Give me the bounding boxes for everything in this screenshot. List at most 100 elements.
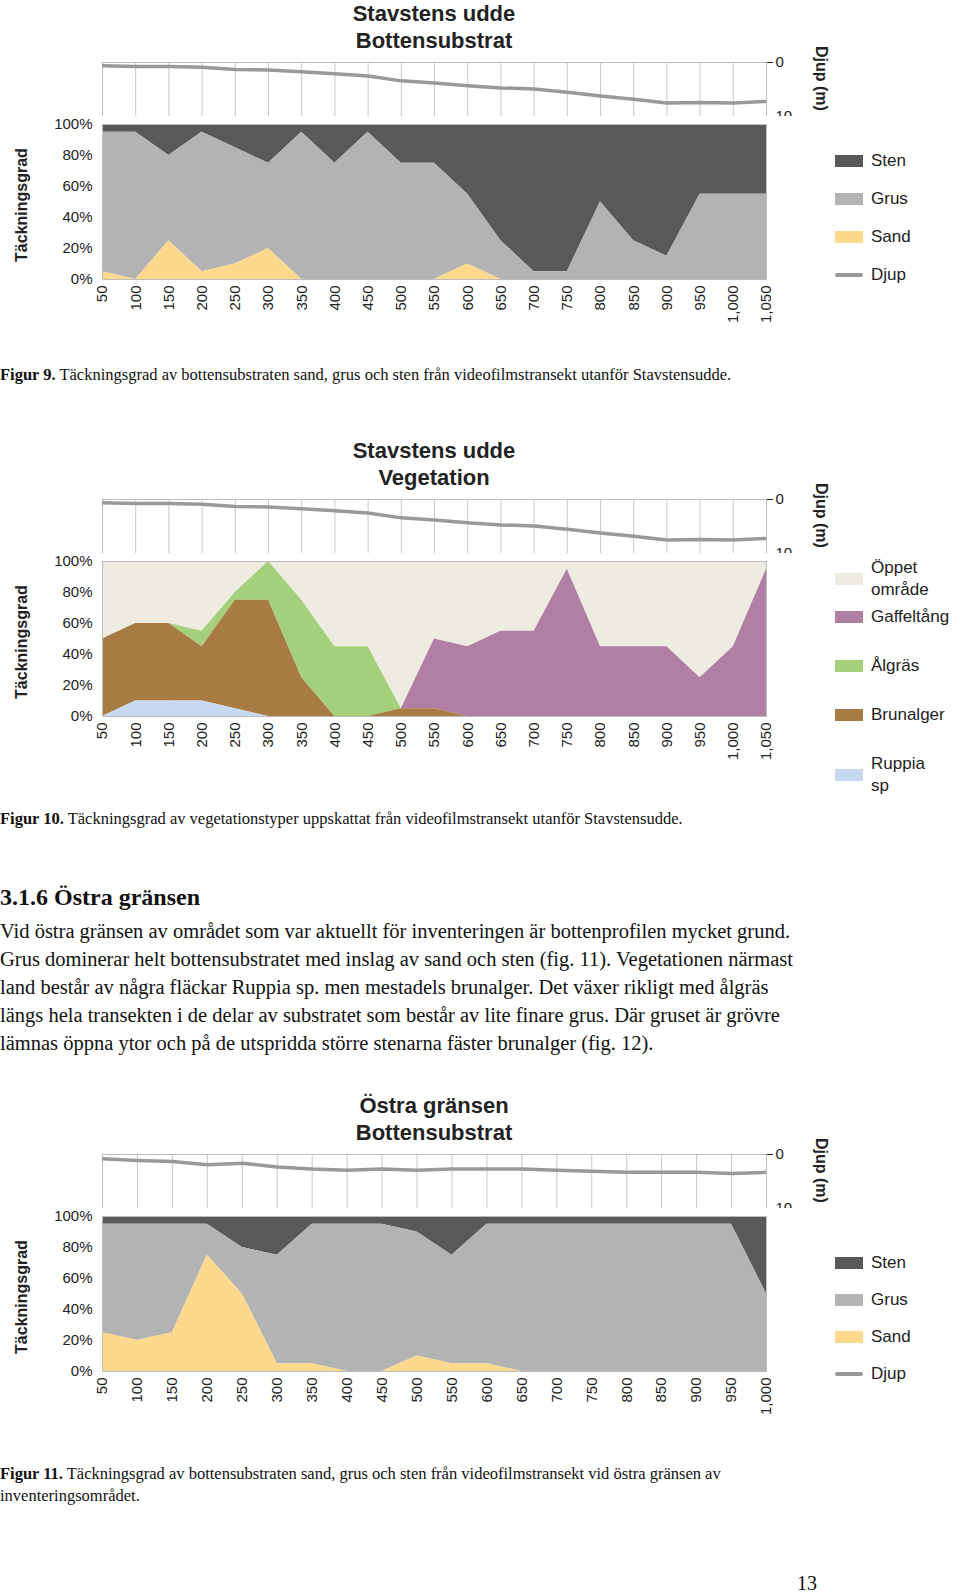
svg-text:450: 450	[359, 723, 376, 748]
svg-text:1,050: 1,050	[757, 286, 774, 324]
svg-text:400: 400	[326, 286, 343, 311]
svg-text:200: 200	[193, 286, 210, 311]
svg-text:200: 200	[193, 723, 210, 748]
html-text:Vid östra gränsen av området s: Vid östra gränsen av området som var akt…	[0, 920, 793, 1054]
svg-text:500: 500	[392, 723, 409, 748]
svg-text:750: 750	[583, 1378, 600, 1403]
svg-text:50: 50	[93, 286, 110, 303]
svg-text:100%: 100%	[54, 1208, 92, 1224]
svg-text:600: 600	[459, 286, 476, 311]
svg-text:750: 750	[558, 723, 575, 748]
svg-text:1,000: 1,000	[757, 1378, 774, 1416]
svg-text:450: 450	[373, 1378, 390, 1403]
html-text:13: 13	[797, 1572, 817, 1594]
svg-text:400: 400	[338, 1378, 355, 1403]
svg-text:40%: 40%	[62, 645, 92, 662]
svg-text:60%: 60%	[62, 177, 92, 194]
html-text:Sten: Sten	[871, 151, 906, 170]
svg-text:900: 900	[658, 286, 675, 311]
svg-text:80%: 80%	[62, 146, 92, 163]
svg-text:850: 850	[625, 723, 642, 748]
svg-text:950: 950	[691, 286, 708, 311]
svg-text:80%: 80%	[62, 583, 92, 600]
svg-text:550: 550	[425, 723, 442, 748]
svg-text:20%: 20%	[62, 1331, 92, 1348]
svg-text:900: 900	[658, 723, 675, 748]
svg-text:500: 500	[408, 1378, 425, 1403]
svg-text:900: 900	[687, 1378, 704, 1403]
svg-text:300: 300	[259, 286, 276, 311]
svg-text:100: 100	[127, 286, 144, 311]
svg-text:0: 0	[776, 1146, 784, 1162]
svg-text:150: 150	[160, 723, 177, 748]
svg-text:100%: 100%	[54, 553, 92, 569]
svg-text:50: 50	[93, 723, 110, 740]
svg-text:10: 10	[776, 544, 793, 553]
svg-text:350: 350	[303, 1378, 320, 1403]
svg-text:600: 600	[459, 723, 476, 748]
svg-text:0: 0	[776, 54, 784, 70]
svg-text:100: 100	[128, 1378, 145, 1403]
svg-text:600: 600	[478, 1378, 495, 1403]
html-text:Bottensubstrat: Bottensubstrat	[355, 28, 513, 53]
html-text:3.1.6 Östra gränsen: 3.1.6 Östra gränsen	[0, 884, 200, 910]
html-text:Stavstens udde: Stavstens udde	[352, 1, 516, 26]
svg-text:10: 10	[776, 1199, 793, 1208]
svg-text:250: 250	[233, 1378, 250, 1403]
svg-text:700: 700	[525, 286, 542, 311]
html-text:Vegetation: Vegetation	[378, 465, 490, 490]
svg-text:20%: 20%	[62, 239, 92, 256]
svg-text:1,000: 1,000	[724, 723, 741, 761]
svg-text:100%: 100%	[54, 116, 92, 132]
svg-text:1,050: 1,050	[757, 723, 774, 761]
html-text:Östra gränsen: Östra gränsen	[359, 1093, 509, 1118]
svg-text:450: 450	[359, 286, 376, 311]
svg-text:350: 350	[293, 286, 310, 311]
svg-text:0%: 0%	[71, 270, 93, 287]
svg-text:250: 250	[226, 723, 243, 748]
svg-text:500: 500	[392, 286, 409, 311]
svg-text:700: 700	[548, 1378, 565, 1403]
svg-text:850: 850	[652, 1378, 669, 1403]
svg-text:550: 550	[425, 286, 442, 311]
svg-text:650: 650	[492, 286, 509, 311]
svg-text:10: 10	[776, 107, 793, 116]
svg-text:650: 650	[513, 1378, 530, 1403]
svg-text:350: 350	[293, 723, 310, 748]
svg-text:300: 300	[259, 723, 276, 748]
html-text:Bottensubstrat: Bottensubstrat	[355, 1120, 513, 1145]
svg-text:150: 150	[163, 1378, 180, 1403]
svg-text:800: 800	[618, 1378, 635, 1403]
svg-text:700: 700	[525, 723, 542, 748]
html-text:Figur 11. Täckningsgrad av bot: Figur 11. Täckningsgrad av bottensubstra…	[0, 1464, 721, 1505]
svg-text:0%: 0%	[71, 1362, 93, 1379]
svg-text:40%: 40%	[62, 208, 92, 225]
svg-text:400: 400	[326, 723, 343, 748]
svg-text:850: 850	[625, 286, 642, 311]
svg-text:20%: 20%	[62, 676, 92, 693]
svg-text:800: 800	[591, 286, 608, 311]
svg-text:300: 300	[268, 1378, 285, 1403]
svg-text:0%: 0%	[71, 707, 93, 724]
svg-text:250: 250	[226, 286, 243, 311]
svg-text:40%: 40%	[62, 1300, 92, 1317]
svg-text:60%: 60%	[62, 1269, 92, 1286]
svg-text:60%: 60%	[62, 614, 92, 631]
svg-text:750: 750	[558, 286, 575, 311]
svg-text:800: 800	[591, 723, 608, 748]
html-text:Öppet område: Öppet område	[871, 558, 929, 599]
svg-text:50: 50	[93, 1378, 110, 1395]
svg-text:950: 950	[722, 1378, 739, 1403]
svg-text:0: 0	[776, 491, 784, 507]
svg-text:950: 950	[691, 723, 708, 748]
svg-text:150: 150	[160, 286, 177, 311]
html-text:Stavstens udde: Stavstens udde	[352, 438, 516, 463]
svg-text:1,000: 1,000	[724, 286, 741, 324]
html-text:Grus: Grus	[871, 189, 908, 208]
svg-text:650: 650	[492, 723, 509, 748]
svg-text:100: 100	[127, 723, 144, 748]
svg-text:550: 550	[443, 1378, 460, 1403]
svg-text:80%: 80%	[62, 1238, 92, 1255]
svg-text:200: 200	[198, 1378, 215, 1403]
html-text:Ruppia sp: Ruppia sp	[871, 754, 925, 795]
